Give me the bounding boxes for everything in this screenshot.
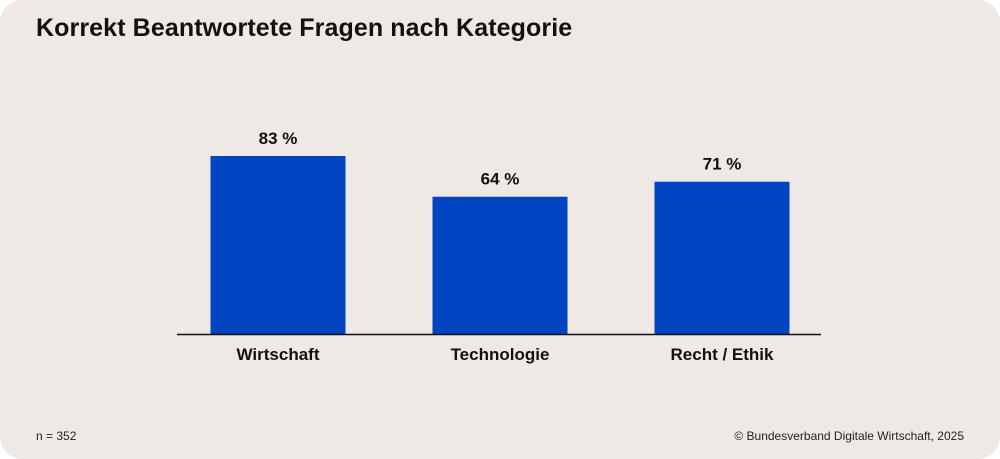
chart-title: Korrekt Beantwortete Fragen nach Kategor… [36, 14, 573, 42]
category-label: Recht / Ethik [671, 345, 775, 364]
category-label: Technologie [451, 345, 550, 364]
value-label: 83 % [259, 129, 298, 148]
labels-layer: 83 % Wirtschaft 64 % Technologie 71 % Recht /… [237, 129, 775, 364]
bar-recht-ethik [654, 181, 790, 334]
bar-wirtschaft [210, 156, 346, 334]
bars-layer [210, 156, 790, 334]
source-credit: © Bundesverband Digitale Wirtschaft, 202… [734, 429, 964, 443]
bar-technologie [432, 196, 568, 334]
value-label: 64 % [481, 170, 520, 189]
category-label: Wirtschaft [237, 345, 320, 364]
sample-size-note: n = 352 [36, 429, 77, 443]
value-label: 71 % [703, 155, 742, 174]
